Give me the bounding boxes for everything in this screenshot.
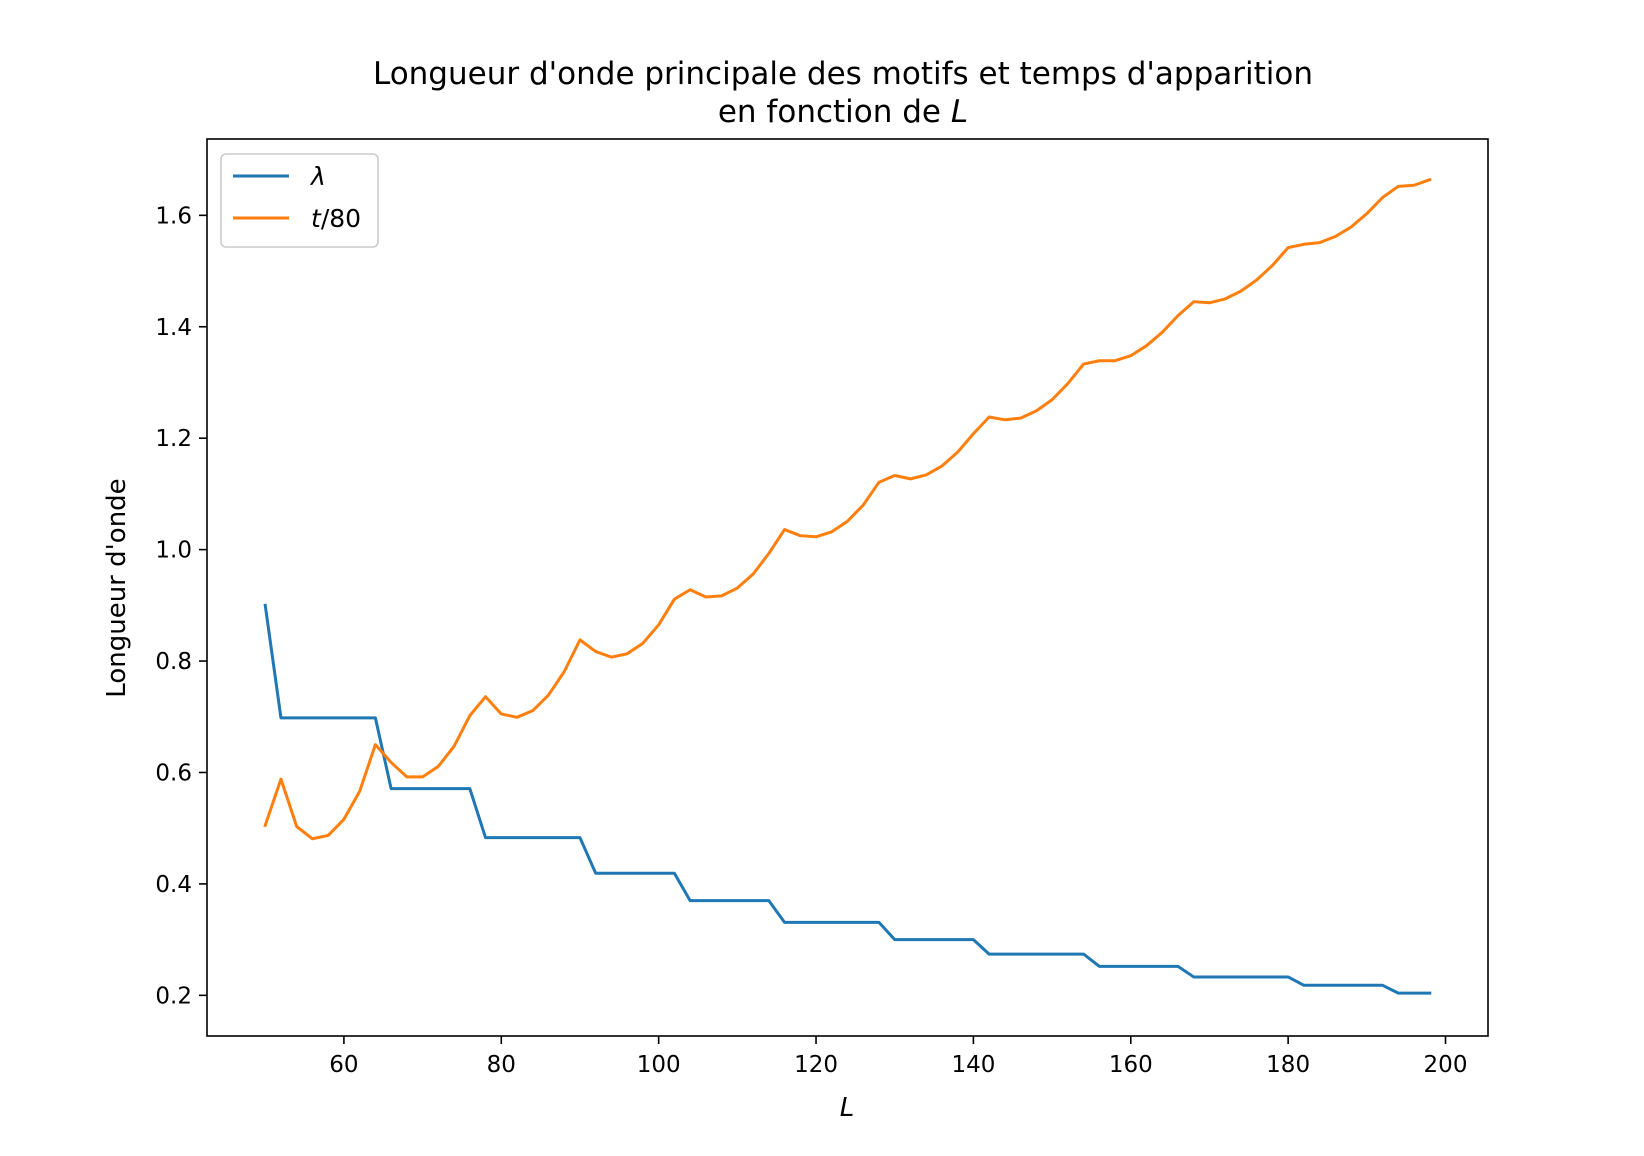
- x-tick-label: 60: [329, 1052, 358, 1078]
- legend-label-t80-var: t: [311, 204, 322, 233]
- chart-title-line2: en fonction de L: [718, 94, 968, 130]
- x-tick-label: 80: [487, 1052, 516, 1078]
- y-tick-label: 0.2: [155, 983, 192, 1009]
- chart-title-prefix: en fonction de: [718, 94, 951, 130]
- chart-title-variable: L: [951, 94, 968, 130]
- x-tick-label: 100: [637, 1052, 681, 1078]
- x-tick-label: 200: [1424, 1052, 1468, 1078]
- x-tick-label: 160: [1109, 1052, 1153, 1078]
- legend-label-t80-suffix: /80: [321, 204, 361, 233]
- legend-label-t80: t/80: [311, 204, 361, 233]
- chart-title-line1: Longueur d'onde principale des motifs et…: [373, 56, 1313, 92]
- x-tick-label: 180: [1266, 1052, 1310, 1078]
- x-axis-label: L: [840, 1093, 855, 1123]
- y-tick-label: 0.4: [155, 872, 192, 898]
- y-tick-label: 0.8: [155, 649, 192, 675]
- plot-frame: [206, 138, 1489, 1037]
- y-tick-label: 1.6: [155, 203, 192, 229]
- y-axis-ticks: 0.2 0.4 0.6 0.8 1.0 1.2 1.4 1.6: [155, 203, 207, 1009]
- series-line-1: [263, 177, 1432, 841]
- series-lines: [263, 177, 1432, 995]
- y-tick-label: 1.4: [155, 315, 192, 341]
- y-tick-label: 1.0: [155, 538, 192, 564]
- y-tick-label: 0.6: [155, 760, 192, 786]
- legend-label-lambda: λ: [309, 162, 326, 191]
- x-axis-ticks: 60 80 100 120 140 160 180 200: [329, 1036, 1467, 1078]
- x-tick-label: 120: [794, 1052, 838, 1078]
- legend: λ t/80: [220, 153, 379, 248]
- y-tick-label: 1.2: [155, 426, 192, 452]
- y-axis-label: Longueur d'onde: [102, 478, 132, 697]
- series-line-0: [263, 603, 1432, 995]
- legend-box: [220, 153, 379, 248]
- x-tick-label: 140: [951, 1052, 995, 1078]
